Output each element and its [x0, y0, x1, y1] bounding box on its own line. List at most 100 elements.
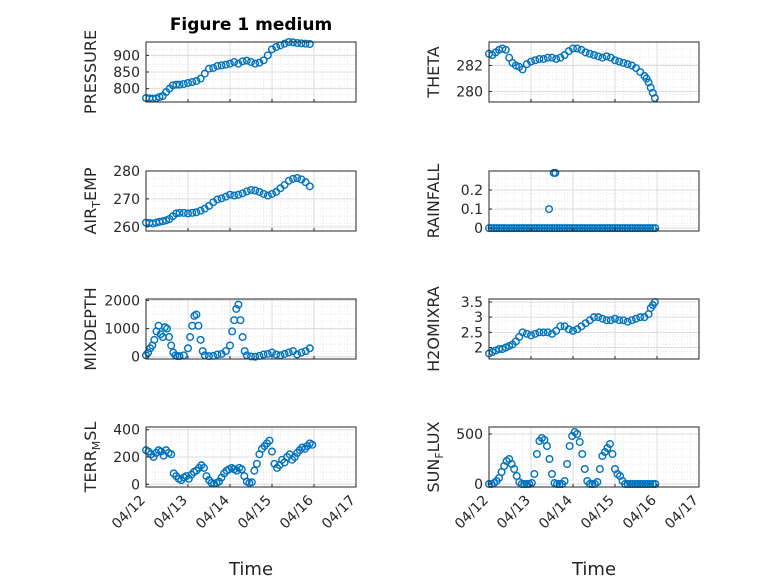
data-point	[183, 344, 192, 353]
data-point	[280, 39, 289, 48]
data-point	[251, 186, 260, 195]
y-axis-label-subscript: M	[90, 441, 103, 451]
data-point	[539, 328, 548, 337]
x-tick-label: 04/13	[494, 493, 534, 533]
data-point	[268, 348, 277, 357]
y-axis-label-subscript: T	[90, 201, 103, 209]
data-point	[305, 344, 314, 353]
data-point	[162, 324, 171, 333]
data-point	[606, 316, 615, 325]
data-point	[272, 350, 281, 359]
data-point	[213, 62, 222, 71]
y-tick-label: 500	[456, 427, 483, 443]
y-tick-label: 280	[456, 85, 483, 101]
x-tick-label: 04/14	[536, 492, 576, 532]
data-point	[251, 352, 260, 361]
data-point	[230, 58, 239, 67]
data-point	[623, 317, 632, 326]
data-point	[246, 352, 255, 361]
data-point	[175, 208, 184, 217]
data-point	[522, 329, 531, 338]
data-point	[242, 56, 251, 65]
data-point	[167, 450, 176, 459]
data-point	[598, 452, 607, 461]
data-point	[250, 466, 259, 475]
data-point	[237, 465, 246, 474]
panel-terr-msl: 0 200 400 04/12 04/13 04/14 04/15 04/16 04/17 TER…	[81, 422, 359, 533]
y-axis-label: MIXDEPTH	[81, 287, 100, 370]
data-point	[196, 206, 205, 215]
y-axis-label-part: RAINFALL	[424, 164, 443, 239]
data-point	[545, 455, 554, 464]
data-point	[238, 57, 247, 66]
data-point	[569, 44, 578, 53]
data-point	[183, 209, 192, 218]
data-point	[632, 314, 641, 323]
data-point	[580, 465, 589, 474]
y-tick-label: 1000	[104, 322, 140, 338]
data-point	[518, 65, 527, 74]
data-point	[535, 328, 544, 337]
data-point	[636, 67, 645, 76]
data-point	[232, 304, 241, 313]
data-point	[301, 178, 310, 187]
y-tick-label: 800	[113, 82, 140, 98]
data-point	[192, 76, 201, 85]
data-point	[268, 189, 277, 198]
y-axis-label: PRESSURE	[81, 30, 100, 114]
data-point	[165, 333, 174, 342]
axes-frame	[488, 41, 700, 103]
x-tick-label: 04/17	[662, 493, 702, 533]
figure-title: Figure 1 medium	[170, 15, 332, 35]
data-point	[608, 450, 617, 459]
data-point	[234, 59, 243, 68]
data-point	[192, 310, 201, 319]
data-point	[619, 316, 628, 325]
y-axis-label-part: PRESSURE	[81, 30, 100, 114]
data-point	[172, 80, 181, 89]
x-tick-label: 04/17	[319, 493, 359, 533]
x-tick-label: 04/12	[452, 493, 492, 533]
data-point	[543, 328, 552, 337]
data-point	[305, 182, 314, 191]
data-point	[552, 54, 561, 63]
y-axis-label-part: THETA	[424, 46, 443, 98]
data-point	[297, 348, 306, 357]
data-point	[543, 53, 552, 62]
data-point	[568, 432, 577, 441]
data-point	[527, 331, 536, 340]
y-tick-label: 0.1	[461, 202, 483, 218]
data-point	[246, 185, 255, 194]
y-axis-label-part: AIR	[81, 208, 100, 235]
data-point	[242, 187, 251, 196]
data-point	[259, 350, 268, 359]
data-point	[569, 326, 578, 335]
y-tick-label: 2	[474, 340, 483, 356]
y-axis-label: THETA	[424, 46, 443, 98]
data-point	[225, 341, 234, 350]
data-point	[268, 447, 277, 456]
y-axis-label-part: TERR	[81, 450, 100, 493]
data-point	[530, 470, 539, 479]
data-point	[209, 63, 218, 72]
x-tick-label: 04/16	[277, 492, 317, 532]
panel-sun-flux: 0 500 04/12 04/13 04/14 04/15 04/16 04/17 SUNFLU…	[424, 421, 702, 532]
data-point	[548, 470, 557, 479]
data-point	[255, 58, 264, 67]
y-tick-label: 200	[113, 450, 140, 466]
panel-theta: 280 282 THETA	[424, 41, 700, 103]
y-axis-label-part: SUN	[424, 459, 443, 493]
y-axis-label: RAINFALL	[424, 164, 443, 239]
data-point	[202, 472, 211, 481]
y-axis-label: AIRTEMP	[81, 167, 103, 234]
data-point	[255, 187, 264, 196]
y-tick-label: 0.2	[461, 183, 483, 199]
data-point	[510, 465, 519, 474]
data-point	[213, 350, 222, 359]
data-point	[527, 57, 536, 66]
data-point	[581, 48, 590, 57]
data-point	[259, 189, 268, 198]
